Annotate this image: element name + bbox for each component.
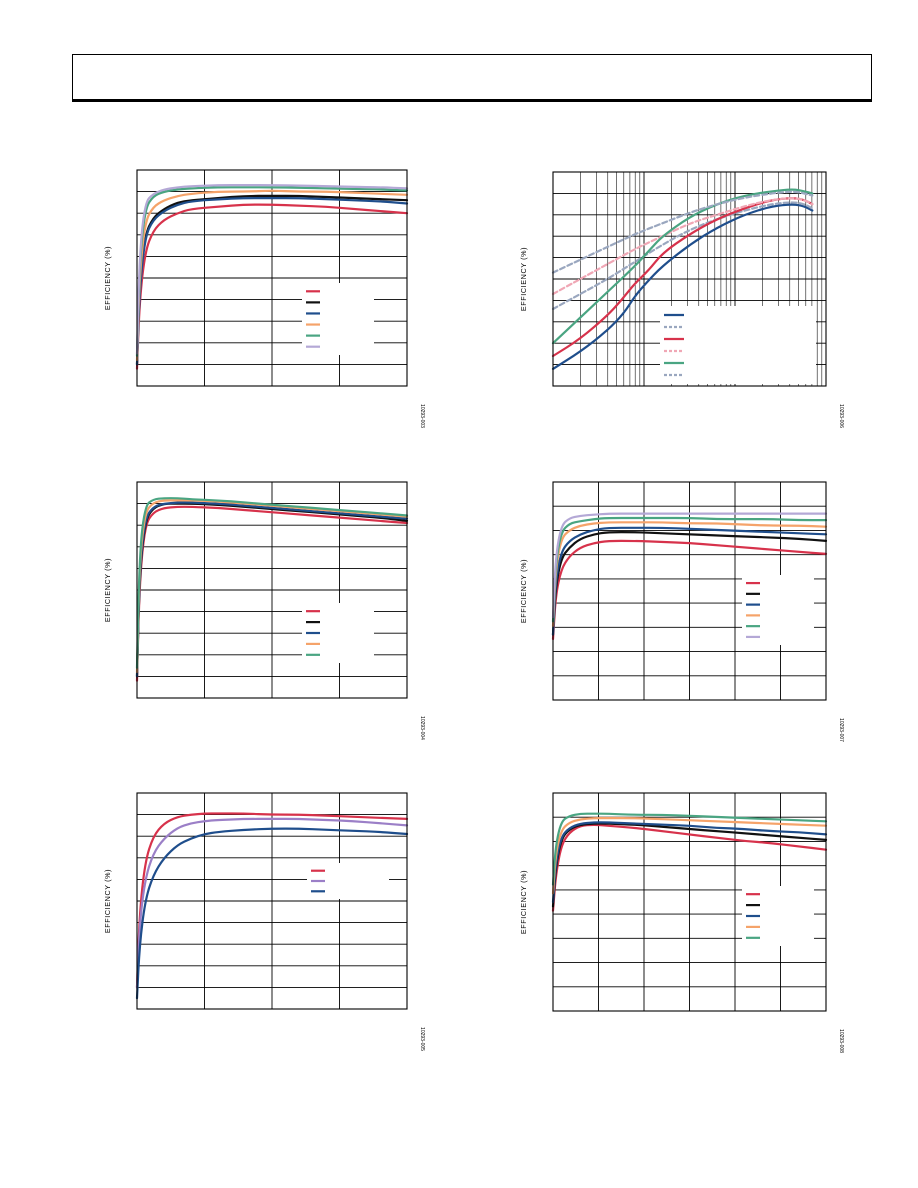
series-line-1 bbox=[551, 203, 814, 370]
figure-code: 10293-005 bbox=[419, 1027, 425, 1051]
plot-frame bbox=[136, 481, 408, 699]
series-line-2 bbox=[551, 201, 814, 311]
legend-box bbox=[302, 283, 374, 355]
legend bbox=[746, 581, 760, 639]
plot-frame bbox=[136, 792, 408, 1010]
legend-box bbox=[660, 306, 816, 384]
series-line-4 bbox=[135, 189, 409, 362]
series-line-1 bbox=[135, 203, 409, 370]
figure-code: 10293-006 bbox=[838, 404, 844, 428]
series-line-1 bbox=[551, 539, 828, 641]
legend-box bbox=[742, 575, 814, 645]
legend bbox=[306, 290, 320, 348]
y-axis-label: EFFICIENCY (%) bbox=[103, 869, 112, 933]
series-line-3 bbox=[135, 827, 409, 1000]
series-line-5 bbox=[551, 516, 828, 623]
figure-code: 10293-004 bbox=[419, 716, 425, 740]
chart-middle-right: EFFICIENCY (%) 10293-007 bbox=[519, 481, 844, 742]
figure-code: 10293-003 bbox=[419, 404, 425, 428]
series-line-3 bbox=[135, 196, 409, 366]
chart-bottom-left: EFFICIENCY (%) 10293-005 bbox=[103, 792, 425, 1051]
grid bbox=[137, 170, 407, 386]
series-line-2 bbox=[551, 531, 828, 636]
series-line-5 bbox=[551, 188, 814, 345]
series-line-4 bbox=[551, 521, 828, 627]
series-line-5 bbox=[135, 497, 409, 669]
series-line-3 bbox=[551, 526, 828, 636]
y-axis-label: EFFICIENCY (%) bbox=[103, 558, 112, 622]
plot-frame bbox=[136, 169, 408, 387]
chart-top-right: EFFICIENCY (%) 10293-006 bbox=[519, 171, 844, 428]
series-line-2 bbox=[135, 817, 409, 989]
plot-frame bbox=[552, 481, 827, 701]
series-line-1 bbox=[551, 823, 828, 912]
series-line-4 bbox=[551, 197, 814, 296]
y-axis-label: EFFICIENCY (%) bbox=[519, 559, 528, 623]
series-line-1 bbox=[135, 812, 409, 989]
chart-top-left: EFFICIENCY (%) 10293-003 bbox=[103, 169, 425, 428]
legend bbox=[746, 893, 760, 939]
y-axis-label: EFFICIENCY (%) bbox=[519, 247, 528, 311]
figure-code: 10293-007 bbox=[838, 718, 844, 742]
page-header-box bbox=[72, 54, 872, 102]
plot-frame bbox=[552, 792, 827, 1012]
series-line-4 bbox=[551, 816, 828, 895]
legend bbox=[311, 869, 325, 893]
figure-code: 10293-008 bbox=[838, 1029, 844, 1053]
legend bbox=[664, 313, 684, 377]
chart-middle-left: EFFICIENCY (%) 10293-004 bbox=[103, 481, 425, 740]
grid bbox=[137, 793, 407, 1009]
series-line-6 bbox=[551, 190, 814, 274]
legend bbox=[306, 610, 320, 656]
chart-bottom-right: EFFICIENCY (%) 10293-008 bbox=[519, 792, 844, 1053]
y-axis-label: EFFICIENCY (%) bbox=[519, 870, 528, 934]
series-line-6 bbox=[551, 512, 828, 619]
plot-frame bbox=[552, 171, 827, 387]
series-line-6 bbox=[135, 183, 409, 355]
series-line-5 bbox=[551, 812, 828, 886]
y-axis-label: EFFICIENCY (%) bbox=[103, 246, 112, 310]
series-line-3 bbox=[551, 821, 828, 904]
